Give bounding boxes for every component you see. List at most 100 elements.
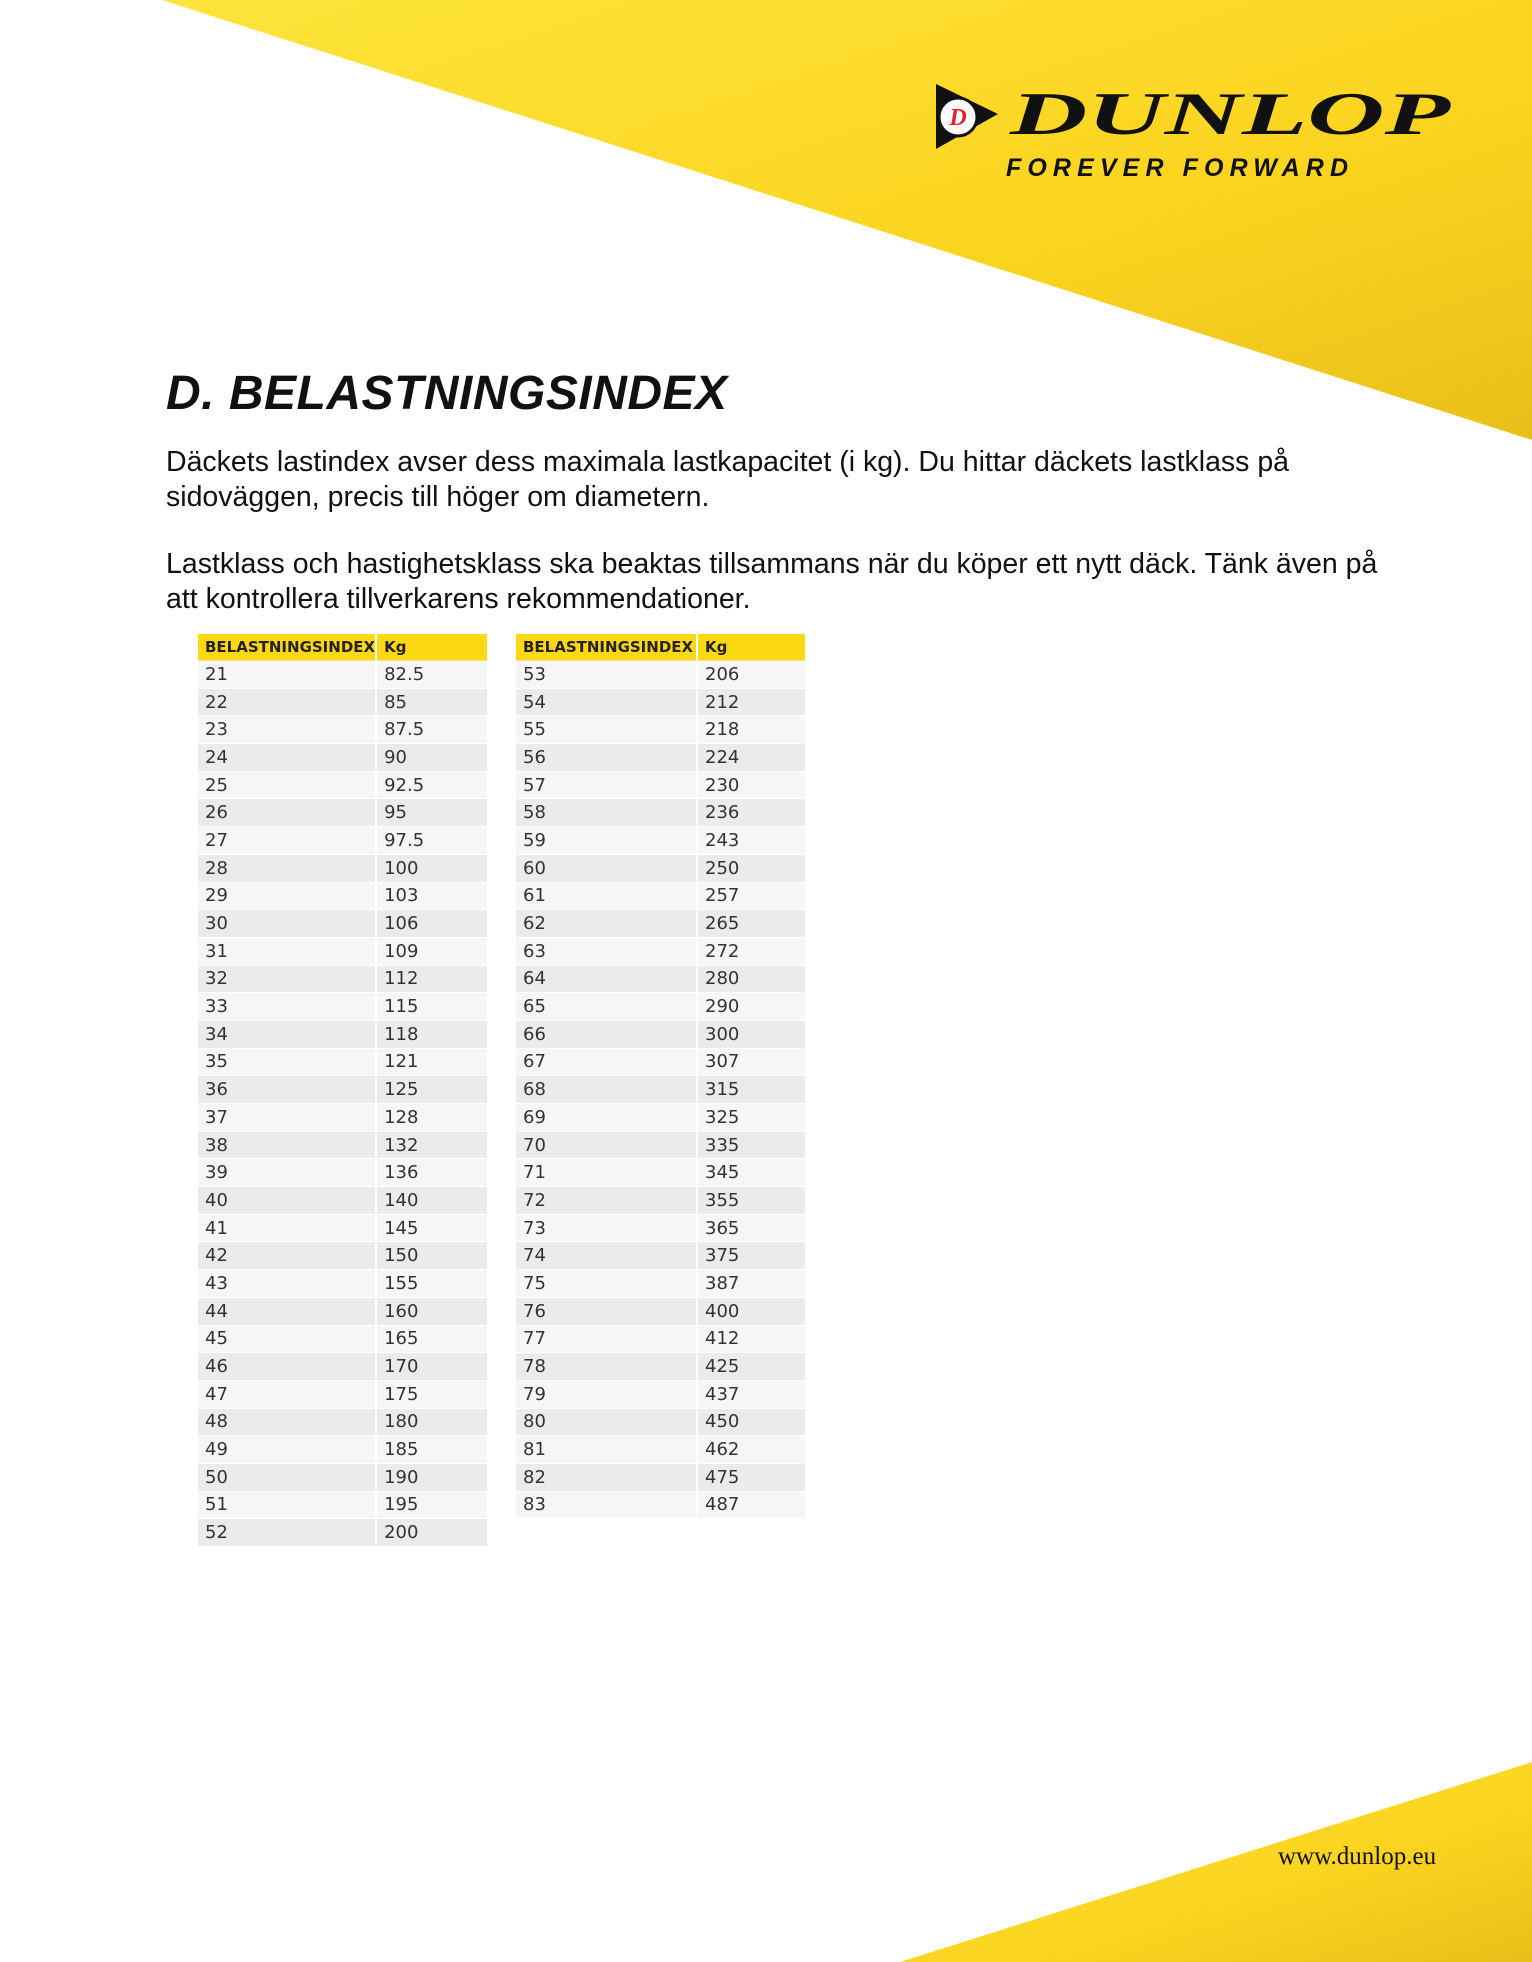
kg-cell: 250 — [698, 854, 805, 883]
table-row: 24 90 — [198, 744, 488, 772]
table-row: 63 272 — [516, 937, 805, 966]
kg-cell: 400 — [698, 1297, 805, 1326]
index-cell: 66 — [516, 1020, 698, 1049]
kg-cell: 121 — [377, 1048, 488, 1077]
table-row: 52 200 — [198, 1519, 488, 1547]
kg-cell: 280 — [698, 965, 805, 994]
table-row: 23 87.5 — [198, 716, 488, 745]
index-cell: 77 — [516, 1325, 698, 1354]
kg-cell: 165 — [377, 1325, 488, 1354]
index-cell: 27 — [198, 827, 378, 855]
index-cell: 30 — [198, 910, 378, 938]
kg-cell: 150 — [377, 1242, 488, 1271]
kg-cell: 387 — [698, 1270, 805, 1298]
index-cell: 48 — [198, 1408, 378, 1437]
index-cell: 38 — [198, 1131, 378, 1160]
index-cell: 49 — [198, 1436, 378, 1464]
table-row: 74 375 — [516, 1242, 805, 1271]
index-cell: 53 — [516, 661, 698, 689]
load-index-table-1: BELASTNINGSINDEX Kg 21 82.5 22 85 23 87.5 24 90 25… — [198, 634, 488, 1547]
index-cell: 58 — [516, 799, 698, 828]
kg-cell: 145 — [377, 1214, 488, 1243]
index-cell: 64 — [516, 965, 698, 994]
index-cell: 60 — [516, 854, 698, 883]
bottom-yellow-band — [900, 1762, 1532, 1962]
kg-cell: 95 — [377, 799, 488, 828]
kg-cell: 118 — [377, 1020, 488, 1049]
kg-cell: 180 — [377, 1408, 488, 1437]
index-cell: 55 — [516, 716, 698, 745]
index-cell: 68 — [516, 1076, 698, 1104]
index-cell: 37 — [198, 1104, 378, 1132]
table-row: 29 103 — [198, 882, 488, 911]
kg-cell: 325 — [698, 1104, 805, 1132]
index-cell: 52 — [198, 1519, 378, 1547]
kg-cell: 265 — [698, 910, 805, 938]
index-cell: 33 — [198, 993, 378, 1021]
table-row: 26 95 — [198, 799, 488, 828]
table-row: 39 136 — [198, 1159, 488, 1188]
table-row: 38 132 — [198, 1131, 488, 1160]
kg-cell: 437 — [698, 1380, 805, 1409]
table-row: 76 400 — [516, 1297, 805, 1326]
index-cell: 74 — [516, 1242, 698, 1271]
table-header-row: BELASTNINGSINDEX Kg — [516, 634, 805, 661]
table-row: 42 150 — [198, 1242, 488, 1271]
kg-cell: 195 — [377, 1491, 488, 1520]
table-row: 77 412 — [516, 1325, 805, 1354]
kg-cell: 92.5 — [377, 771, 488, 800]
table-row: 49 185 — [198, 1436, 488, 1464]
index-cell: 76 — [516, 1297, 698, 1326]
logo-wordmark: DUNLOP — [1008, 84, 1452, 147]
table-row: 68 315 — [516, 1076, 805, 1104]
index-cell: 35 — [198, 1048, 378, 1077]
kg-cell: 109 — [377, 937, 488, 966]
table-row: 81 462 — [516, 1436, 805, 1464]
kg-cell: 243 — [698, 827, 805, 855]
kg-cell: 212 — [698, 688, 805, 717]
kg-cell: 450 — [698, 1408, 805, 1437]
column-header: BELASTNINGSINDEX — [516, 634, 698, 661]
index-cell: 63 — [516, 937, 698, 966]
kg-cell: 115 — [377, 993, 488, 1021]
table-row: 73 365 — [516, 1214, 805, 1243]
kg-cell: 190 — [377, 1463, 488, 1492]
kg-cell: 230 — [698, 771, 805, 800]
kg-cell: 300 — [698, 1020, 805, 1049]
kg-cell: 335 — [698, 1131, 805, 1160]
index-cell: 80 — [516, 1408, 698, 1437]
intro-paragraph: Däckets lastindex avser dess maximala la… — [166, 446, 1290, 513]
kg-cell: 412 — [698, 1325, 805, 1354]
index-cell: 28 — [198, 854, 378, 883]
table-row: 53 206 — [516, 661, 805, 689]
table-row: 65 290 — [516, 993, 805, 1021]
table-row: 57 230 — [516, 771, 805, 800]
table-row: 79 437 — [516, 1380, 805, 1409]
table-row: 25 92.5 — [198, 771, 488, 800]
top-yellow-band — [162, 0, 1532, 440]
kg-cell: 365 — [698, 1214, 805, 1243]
index-cell: 45 — [198, 1325, 378, 1354]
index-cell: 34 — [198, 1020, 378, 1049]
table-row: 66 300 — [516, 1020, 805, 1049]
table-row: 36 125 — [198, 1076, 488, 1104]
index-cell: 72 — [516, 1187, 698, 1215]
kg-cell: 315 — [698, 1076, 805, 1104]
table-row: 44 160 — [198, 1297, 488, 1326]
table-row: 50 190 — [198, 1463, 488, 1492]
index-cell: 26 — [198, 799, 378, 828]
kg-cell: 128 — [377, 1104, 488, 1132]
table-row: 54 212 — [516, 688, 805, 717]
kg-cell: 97.5 — [377, 827, 488, 855]
table-row: 80 450 — [516, 1408, 805, 1437]
kg-cell: 87.5 — [377, 716, 488, 745]
kg-cell: 112 — [377, 965, 488, 994]
table-row: 59 243 — [516, 827, 805, 855]
index-cell: 61 — [516, 882, 698, 911]
index-cell: 39 — [198, 1159, 378, 1188]
table-row: 58 236 — [516, 799, 805, 828]
table-row: 62 265 — [516, 910, 805, 938]
index-cell: 29 — [198, 882, 378, 911]
index-cell: 31 — [198, 937, 378, 966]
index-cell: 22 — [198, 688, 378, 717]
